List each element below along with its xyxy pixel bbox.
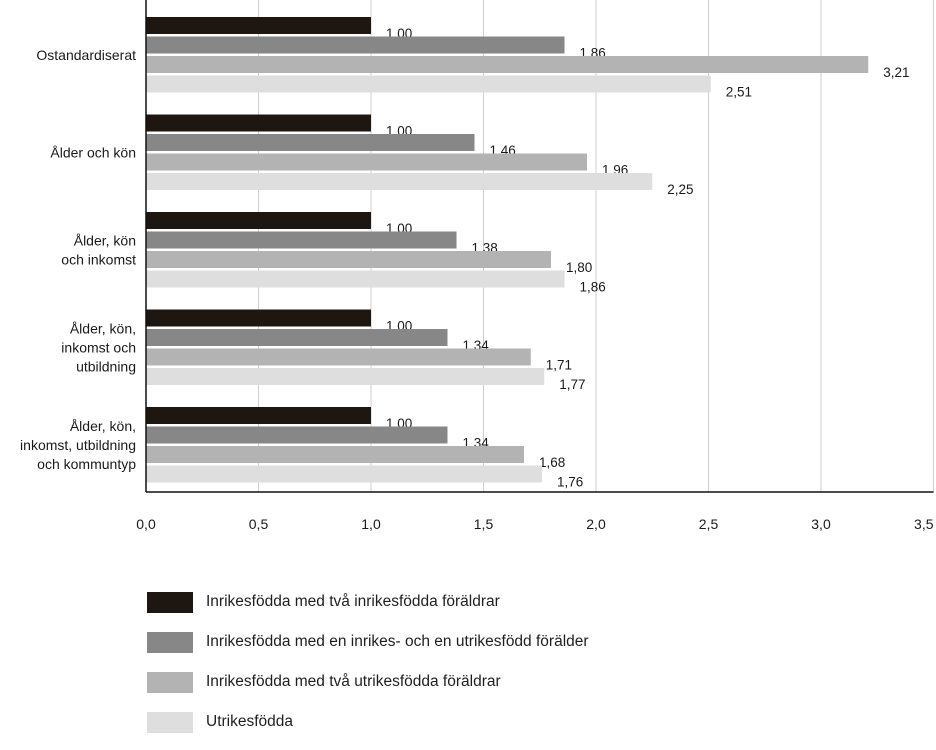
bar xyxy=(146,153,587,171)
data-label: 1,76 xyxy=(557,475,583,490)
legend-item: Inrikesfödda med en inrikes- och en utri… xyxy=(147,630,589,654)
bar xyxy=(146,368,545,385)
category-label: inkomst och xyxy=(61,339,136,355)
data-label: 1,77 xyxy=(559,377,585,392)
legend-swatch xyxy=(147,671,193,693)
category-label: Ålder, kön, xyxy=(70,418,136,434)
legend-label: Inrikesfödda med två utrikesfödda föräld… xyxy=(206,673,501,690)
x-tick-label: 2,5 xyxy=(699,516,719,532)
category-label: Ålder och kön xyxy=(50,144,136,160)
legend-label: Utrikesfödda xyxy=(206,713,294,730)
bar xyxy=(146,407,371,424)
data-label: 2,51 xyxy=(726,85,752,100)
bar xyxy=(146,446,524,463)
bar xyxy=(146,75,711,93)
category-label: utbildning xyxy=(76,358,136,374)
bar xyxy=(146,270,565,288)
bar xyxy=(146,114,371,132)
data-label: 3,21 xyxy=(883,65,909,80)
bar xyxy=(146,17,371,34)
data-label: 1,86 xyxy=(580,280,606,295)
bar xyxy=(146,212,371,229)
bar xyxy=(146,348,531,366)
legend: Inrikesfödda med två inrikesfödda föräld… xyxy=(147,590,589,750)
legend-swatch xyxy=(147,711,193,733)
category-label: och inkomst xyxy=(61,251,136,267)
x-tick-label: 0,0 xyxy=(136,516,156,532)
data-label: 1,80 xyxy=(566,260,592,275)
bar xyxy=(146,329,448,346)
legend-item: Inrikesfödda med två utrikesfödda föräld… xyxy=(147,670,589,694)
data-label: 1,71 xyxy=(546,358,572,373)
x-tick-label: 0,5 xyxy=(249,516,269,532)
bar xyxy=(146,426,448,444)
data-label: 2,25 xyxy=(667,182,693,197)
data-label: 1,68 xyxy=(539,455,565,470)
bar xyxy=(146,231,457,249)
bar xyxy=(146,134,475,151)
bar-chart: 1,001,863,212,51Ostandardiserat1,001,461… xyxy=(20,0,934,532)
legend-item: Inrikesfödda med två inrikesfödda föräld… xyxy=(147,590,589,614)
category-label: och kommuntyp xyxy=(37,456,136,472)
legend-swatch xyxy=(147,631,193,653)
category-label: Ostandardiserat xyxy=(36,47,136,63)
x-tick-label: 3,5 xyxy=(914,516,934,532)
bar xyxy=(146,251,551,268)
category-label: inkomst, utbildning xyxy=(20,437,136,453)
x-tick-label: 1,0 xyxy=(361,516,381,532)
legend-swatch xyxy=(147,591,193,613)
legend-label: Inrikesfödda med två inrikesfödda föräld… xyxy=(206,593,500,610)
bar xyxy=(146,309,371,327)
legend-item: Utrikesfödda xyxy=(147,710,589,734)
bar xyxy=(146,173,653,190)
category-label: Ålder, kön, xyxy=(70,320,136,336)
x-tick-label: 3,0 xyxy=(811,516,831,532)
x-tick-label: 2,0 xyxy=(586,516,606,532)
bar xyxy=(146,36,565,54)
x-tick-label: 1,5 xyxy=(474,516,494,532)
bar xyxy=(146,56,869,73)
bar xyxy=(146,465,542,483)
category-label: Ålder, kön xyxy=(74,232,136,248)
legend-label: Inrikesfödda med en inrikes- och en utri… xyxy=(206,633,589,650)
